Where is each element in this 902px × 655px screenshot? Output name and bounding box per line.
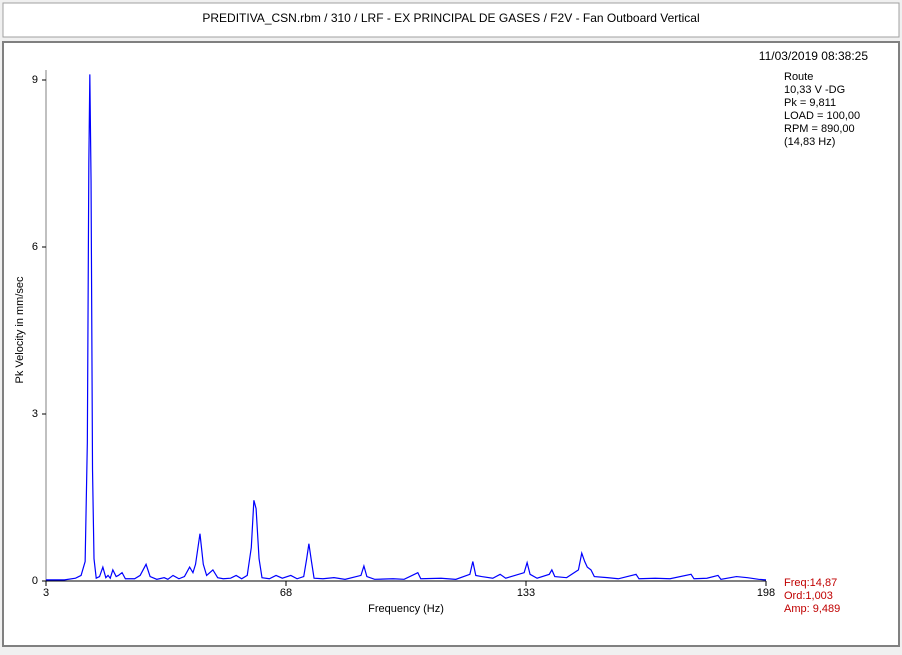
y-tick-label: 6 — [32, 241, 38, 253]
plot-panel — [2, 41, 900, 647]
info-line: 10,33 V -DG — [784, 84, 845, 96]
x-tick-label: 133 — [517, 587, 535, 599]
x-tick-label: 3 — [43, 587, 49, 599]
y-tick-label: 3 — [32, 408, 38, 420]
info-line: Pk = 9,811 — [784, 97, 836, 109]
info-line: LOAD = 100,00 — [784, 110, 860, 122]
x-tick-label: 198 — [757, 587, 775, 599]
y-axis-label: Pk Velocity in mm/sec — [14, 276, 26, 383]
info-line: Route — [784, 71, 813, 83]
cursor-line: Amp: 9,489 — [784, 603, 840, 615]
x-axis-label: Frequency (Hz) — [368, 603, 444, 615]
window-title: PREDITIVA_CSN.rbm / 310 / LRF - EX PRINC… — [202, 11, 699, 25]
cursor-line: Ord:1,003 — [784, 590, 833, 602]
info-line: (14,83 Hz) — [784, 136, 835, 148]
spectrum-line — [46, 74, 767, 581]
title-bar — [2, 2, 900, 38]
y-tick-label: 0 — [32, 575, 38, 587]
cursor-line: Freq:14,87 — [784, 577, 837, 589]
y-tick-label: 9 — [32, 74, 38, 86]
info-line: RPM = 890,00 — [784, 123, 855, 135]
x-tick-label: 68 — [280, 587, 292, 599]
timestamp: 11/03/2019 08:38:25 — [759, 49, 869, 63]
